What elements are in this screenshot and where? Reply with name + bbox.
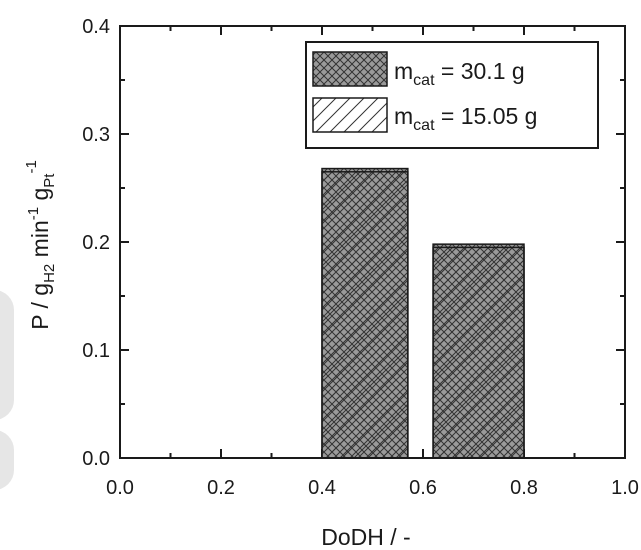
x-axis-title: DoDH / - [321, 524, 410, 550]
edge-decoration-top [0, 290, 14, 420]
legend-label-2-rest: = 15.05 g [435, 103, 538, 129]
x-tick-label: 0.0 [106, 477, 134, 499]
y-title-part-1: P / g [27, 283, 53, 330]
x-tick-labels: 0.0 0.2 0.4 0.6 0.8 1.0 [106, 477, 639, 499]
x-tick-label: 0.2 [207, 477, 235, 499]
legend-swatch-diagonal [312, 97, 388, 133]
y-tick-labels: 0.0 0.1 0.2 0.3 0.4 [82, 16, 110, 470]
x-tick-label: 0.4 [308, 477, 336, 499]
y-tick-label: 0.0 [82, 448, 110, 470]
x-tick-label: 1.0 [611, 477, 639, 499]
x-tick-label: 0.6 [409, 477, 437, 499]
y-tick-label: 0.2 [82, 232, 110, 254]
legend-label-1-sub: cat [413, 72, 435, 89]
plot-frame [119, 25, 626, 459]
y-tick-label: 0.4 [82, 16, 110, 38]
x-tick-label: 0.8 [510, 477, 538, 499]
y-tick-label: 0.1 [82, 340, 110, 362]
legend: mcat = 30.1 g mcat = 15.05 g [305, 41, 599, 149]
edge-decoration-bottom [0, 430, 14, 490]
y-title-part-3: g [27, 188, 53, 207]
bar-diagonal [321, 171, 409, 459]
y-title-sup-2: -1 [23, 160, 40, 173]
legend-label-2-sub: cat [413, 117, 435, 134]
bars-layer [321, 167, 525, 459]
legend-label-2-main: m [394, 103, 413, 129]
y-title-sub-2: Pt [41, 173, 58, 188]
legend-swatch-crosshatch [312, 51, 388, 87]
bar-diagonal [432, 246, 525, 459]
y-title-part-2: min [27, 220, 53, 263]
y-tick-label: 0.3 [82, 124, 110, 146]
y-axis-title: P / gH2 min-1 gPt-1 [23, 160, 58, 330]
y-title-sup-1: -1 [25, 207, 42, 220]
legend-label-1-main: m [394, 58, 413, 84]
y-title-sub-1: H2 [41, 264, 58, 283]
legend-label-1-rest: = 30.1 g [435, 58, 525, 84]
legend-label-2: mcat = 15.05 g [394, 103, 537, 134]
legend-label-1: mcat = 30.1 g [394, 58, 525, 89]
